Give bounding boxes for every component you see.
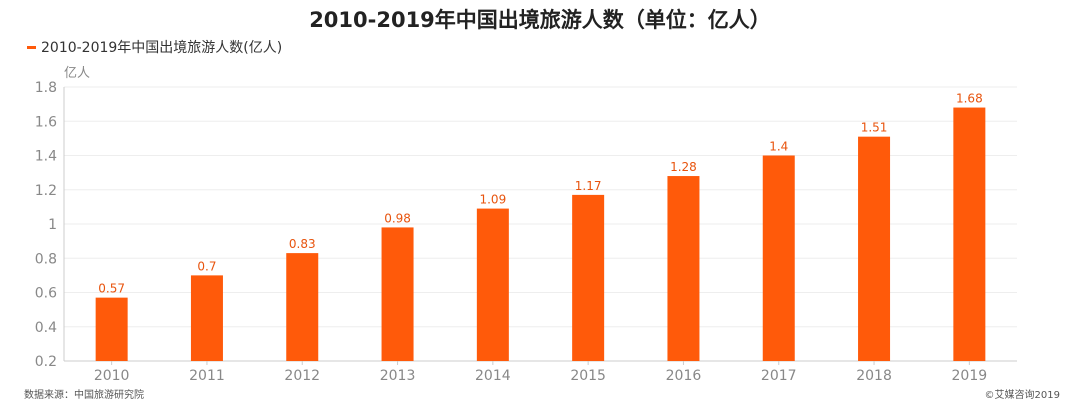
y-tick-label: 0.2: [35, 354, 57, 370]
data-label-2018: 1.51: [861, 121, 888, 135]
legend: 2010-2019年中国出境旅游人数(亿人): [27, 37, 282, 57]
data-label-2015: 1.17: [575, 179, 602, 193]
data-label-2012: 0.83: [289, 237, 316, 251]
x-tick-label: 2010: [94, 368, 130, 384]
bar-2015: [572, 194, 605, 361]
chart-title: 2010-2019年中国出境旅游人数（单位：亿人）: [309, 8, 771, 32]
legend-label: 2010-2019年中国出境旅游人数(亿人): [41, 40, 283, 56]
bar-2012: [286, 253, 319, 361]
y-tick-label: 0.6: [35, 286, 57, 302]
data-label-2019: 1.68: [956, 92, 983, 106]
y-tick-label: 1.2: [35, 183, 57, 199]
bar-2013: [381, 227, 414, 361]
data-label-2017: 1.4: [769, 140, 788, 154]
bar-2010: [95, 297, 128, 361]
legend-swatch: [27, 45, 36, 49]
data-label-2010: 0.57: [98, 282, 125, 296]
y-tick-label: 1.4: [35, 149, 57, 165]
x-tick-label: 2013: [380, 368, 416, 384]
x-tick-label: 2015: [570, 368, 606, 384]
x-tick-label: 2017: [761, 368, 797, 384]
x-tick-label: 2016: [666, 368, 702, 384]
data-source: 数据来源：中国旅游研究院: [24, 390, 144, 401]
y-axis-label: 亿人: [64, 66, 91, 81]
bar-2016: [667, 176, 700, 361]
bar-2014: [476, 208, 509, 361]
x-tick-label: 2018: [856, 368, 892, 384]
bar-2018: [858, 136, 891, 361]
x-tick-label: 2011: [189, 368, 225, 384]
bar-2011: [190, 275, 223, 361]
x-tick-label: 2019: [952, 368, 988, 384]
y-tick-label: 1.8: [35, 80, 57, 96]
bar-2019: [953, 107, 986, 361]
bar-2017: [762, 155, 795, 361]
y-tick-label: 0.8: [35, 251, 57, 267]
x-tick-label: 2012: [284, 368, 320, 384]
copyright: ©艾媒咨询2019: [984, 390, 1060, 401]
x-tick-label: 2014: [475, 368, 511, 384]
y-tick-label: 0.4: [35, 320, 57, 336]
data-label-2013: 0.98: [384, 211, 411, 225]
y-tick-label: 1: [48, 217, 57, 233]
data-label-2014: 1.09: [479, 193, 506, 207]
y-tick-label: 1.6: [35, 114, 57, 130]
data-label-2016: 1.28: [670, 160, 697, 174]
data-label-2011: 0.7: [197, 259, 216, 273]
